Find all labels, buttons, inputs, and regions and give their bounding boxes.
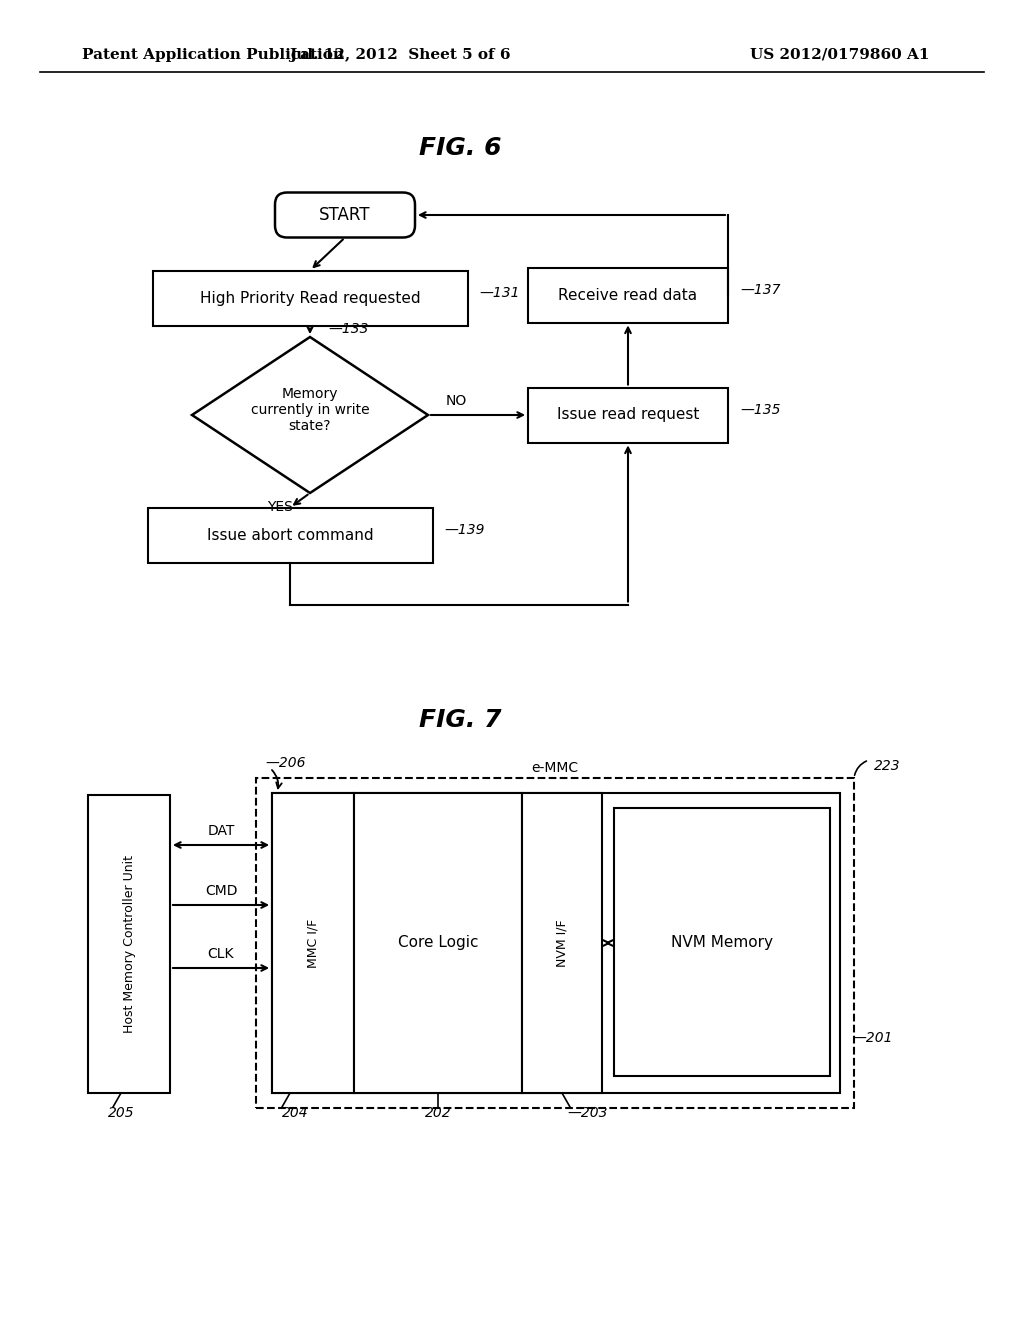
Bar: [88, 795, 170, 1093]
Text: Receive read data: Receive read data: [558, 288, 697, 302]
Bar: [153, 271, 468, 326]
Text: e-MMC: e-MMC: [531, 762, 579, 775]
Text: 205: 205: [108, 1106, 134, 1119]
Polygon shape: [193, 337, 428, 492]
Bar: [614, 808, 830, 1076]
Text: —206: —206: [265, 756, 305, 770]
Text: Patent Application Publication: Patent Application Publication: [82, 48, 344, 62]
Text: High Priority Read requested: High Priority Read requested: [200, 290, 420, 305]
Text: Issue abort command: Issue abort command: [207, 528, 374, 543]
Bar: [272, 793, 354, 1093]
Text: Issue read request: Issue read request: [557, 408, 699, 422]
Text: NVM Memory: NVM Memory: [671, 935, 773, 949]
Text: NVM I/F: NVM I/F: [555, 919, 568, 966]
Bar: [528, 388, 728, 442]
Text: —139: —139: [444, 523, 485, 537]
Text: —131: —131: [479, 286, 520, 300]
Text: US 2012/0179860 A1: US 2012/0179860 A1: [750, 48, 930, 62]
Text: FIG. 7: FIG. 7: [419, 708, 502, 733]
Text: FIG. 6: FIG. 6: [419, 136, 502, 160]
Text: CMD: CMD: [205, 884, 238, 898]
Text: —203: —203: [567, 1106, 607, 1119]
Text: CLK: CLK: [208, 946, 234, 961]
Bar: [256, 777, 854, 1107]
Text: Memory
currently in write
state?: Memory currently in write state?: [251, 387, 370, 433]
Bar: [272, 793, 840, 1093]
Text: START: START: [319, 206, 371, 224]
Bar: [528, 268, 728, 322]
Text: —133: —133: [328, 322, 369, 337]
Text: Host Memory Controller Unit: Host Memory Controller Unit: [123, 855, 135, 1034]
Text: 202: 202: [425, 1106, 452, 1119]
Text: Jul. 12, 2012  Sheet 5 of 6: Jul. 12, 2012 Sheet 5 of 6: [289, 48, 511, 62]
Bar: [147, 507, 432, 562]
Text: —137: —137: [740, 282, 780, 297]
Bar: [354, 793, 522, 1093]
Text: Core Logic: Core Logic: [397, 936, 478, 950]
Text: —201: —201: [852, 1031, 893, 1045]
Text: DAT: DAT: [207, 824, 234, 838]
Text: —135: —135: [740, 403, 780, 417]
FancyBboxPatch shape: [275, 193, 415, 238]
Text: 223: 223: [874, 759, 901, 774]
Bar: [522, 793, 602, 1093]
Text: MMC I/F: MMC I/F: [306, 919, 319, 968]
Text: NO: NO: [446, 393, 467, 408]
Text: 204: 204: [282, 1106, 308, 1119]
Text: YES: YES: [267, 500, 293, 513]
